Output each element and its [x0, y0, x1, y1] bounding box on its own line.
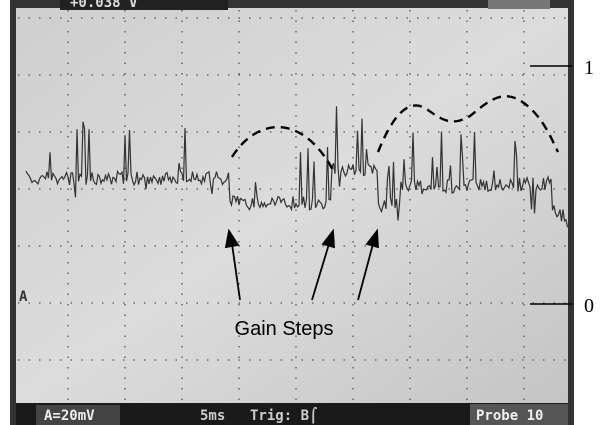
level-high: 1 — [584, 57, 594, 79]
channel-marker: A — [19, 289, 28, 305]
top-right-box — [488, 0, 550, 9]
figure: +0.038 V A Gain Steps 1 0 A=20mV 5ms Tri… — [0, 0, 611, 425]
timebase: 5ms — [200, 408, 225, 424]
trigger: Trig: B⌠ — [250, 407, 317, 424]
top-readout: +0.038 V — [70, 0, 138, 11]
range: A=20mV — [44, 408, 95, 424]
callout: Gain Steps — [235, 318, 334, 340]
probe: Probe 10 — [476, 408, 543, 424]
level-low: 0 — [584, 295, 594, 317]
